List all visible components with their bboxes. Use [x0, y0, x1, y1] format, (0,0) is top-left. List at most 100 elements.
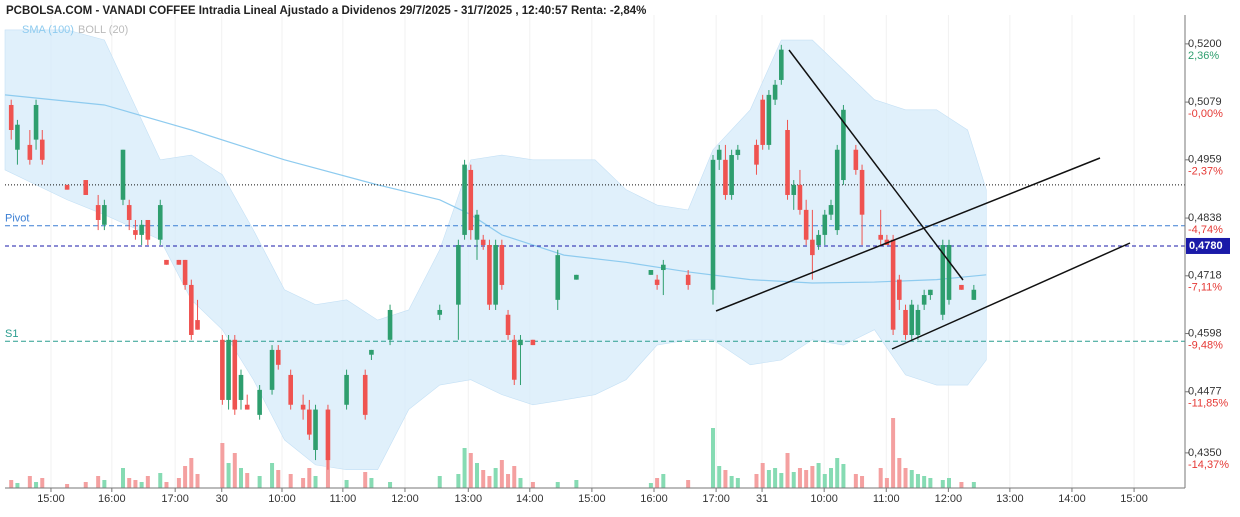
y-tick-label: 0,4477 — [1188, 386, 1222, 398]
volume-bar — [239, 468, 243, 488]
volume-bar — [766, 470, 771, 488]
volume-bar — [83, 482, 88, 488]
volume-bar — [940, 480, 945, 488]
volume-bar — [301, 478, 306, 488]
candle-body — [300, 404, 306, 410]
candle-body — [797, 184, 803, 210]
candle-body — [834, 149, 840, 231]
volume-bar — [891, 418, 896, 488]
volume-bar — [711, 428, 715, 488]
volume-bar — [555, 482, 560, 488]
x-tick-label: 13:00 — [455, 493, 483, 505]
volume-bar — [40, 478, 45, 488]
candle-body — [133, 230, 138, 235]
x-tick-label: 14:00 — [516, 493, 544, 505]
candle-body — [257, 389, 262, 415]
volume-bar — [816, 463, 821, 488]
volume-bar — [325, 458, 330, 488]
volume-bar — [804, 470, 809, 488]
candle-body — [176, 259, 182, 265]
candle-body — [946, 245, 952, 300]
x-tick-label: 10:00 — [268, 493, 296, 505]
candle-body — [487, 245, 492, 305]
candle-body — [716, 149, 722, 160]
candle-body — [648, 270, 654, 275]
volume-bar — [499, 460, 504, 488]
volume-bar — [773, 468, 778, 488]
x-tick-label: 14:00 — [1058, 493, 1086, 505]
candle-body — [710, 159, 716, 290]
candle-body — [344, 374, 349, 405]
volume-bar — [723, 470, 728, 488]
legend-entry: BOLL (20) — [78, 24, 128, 36]
candle-body — [921, 295, 927, 305]
volume-bar — [797, 468, 802, 488]
candle-body — [480, 239, 486, 246]
candle-body — [685, 274, 691, 285]
candle-body — [369, 349, 374, 355]
volume-bar — [574, 480, 579, 488]
candle-body — [189, 284, 194, 335]
candle-body — [878, 234, 883, 240]
candle-body — [928, 289, 933, 296]
volume-bar — [791, 472, 796, 488]
volume-bar — [475, 463, 479, 488]
volume-bar — [65, 484, 70, 488]
price-label-box — [1186, 237, 1230, 254]
candle-body — [474, 214, 480, 240]
candle-body — [735, 149, 741, 156]
volume-bar — [257, 476, 262, 488]
volume-bar — [735, 478, 740, 488]
candle-body — [468, 169, 474, 231]
candle-body — [437, 309, 443, 315]
candle-body — [828, 205, 834, 215]
volume-bar — [288, 474, 293, 488]
candle-body — [462, 164, 467, 235]
x-tick-label: 15:00 — [578, 493, 606, 505]
candle-body — [940, 245, 946, 315]
candle-body — [362, 374, 368, 415]
volume-bar — [183, 466, 188, 488]
candle-body — [456, 245, 461, 305]
candle-body — [505, 314, 511, 335]
x-tick-label: 15:00 — [1120, 493, 1148, 505]
price-label: 0,4780 — [1189, 240, 1223, 252]
x-tick-label: 17:00 — [161, 493, 189, 505]
volume-bar — [34, 482, 39, 488]
volume-bar — [133, 480, 138, 488]
candle-body — [518, 339, 523, 346]
candle-body — [574, 274, 579, 280]
candle-body — [269, 349, 275, 390]
candle-body — [83, 180, 89, 195]
candle-body — [164, 259, 169, 265]
candle-body — [530, 339, 536, 346]
volume-bar — [971, 482, 976, 488]
candle-body — [785, 130, 790, 195]
candle-body — [15, 124, 20, 150]
candle-body — [145, 219, 151, 240]
volume-bar — [127, 478, 132, 488]
volume-bar — [915, 474, 920, 488]
volume-bar — [835, 458, 840, 488]
candle-body — [226, 339, 231, 400]
y-tick-label: 0,5079 — [1188, 96, 1222, 108]
candle-body — [238, 374, 244, 400]
labels-layer: 15:00 16:00 17:00 30 10:00 11:00 12:00 13:00 14:… — [5, 24, 1230, 505]
y-tick-label: 0,4598 — [1188, 327, 1222, 339]
volume-bar — [145, 476, 150, 488]
candle-body — [313, 409, 318, 450]
y-tick-label: 0,4350 — [1188, 447, 1222, 459]
trendline — [788, 49, 964, 281]
volume-bar — [530, 482, 535, 488]
candle-body — [791, 184, 797, 195]
volume-bar — [96, 476, 101, 488]
candle-body — [244, 404, 250, 410]
volume-bar — [487, 476, 492, 488]
volume-bar — [947, 478, 951, 488]
candle-body — [915, 309, 921, 335]
y-change-label: -4,74% — [1188, 224, 1223, 236]
volume-bar — [481, 470, 486, 488]
y-change-label: -2,37% — [1188, 166, 1223, 178]
x-tick-label: 15:00 — [37, 493, 65, 505]
